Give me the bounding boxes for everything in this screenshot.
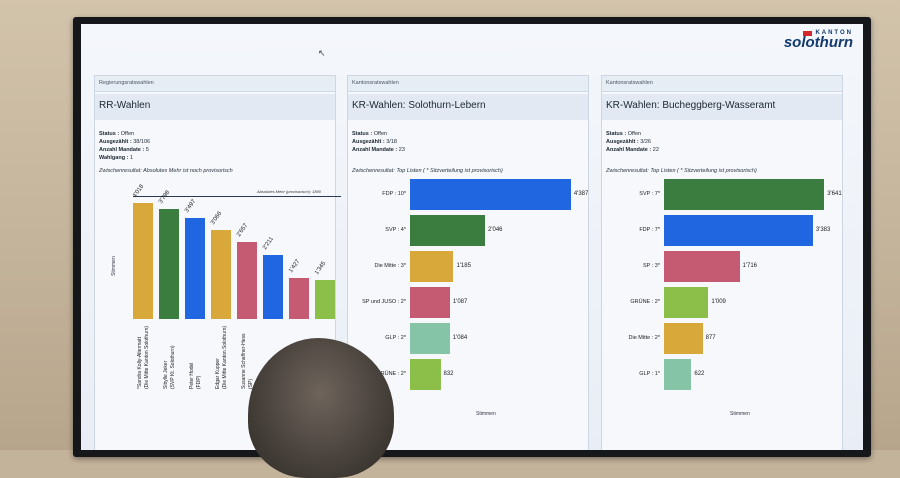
bar-value-label: 2'657: [236, 222, 250, 239]
bar-value-label: 3'383: [815, 226, 831, 233]
bar-category-label: Peter Hodel: [189, 362, 195, 389]
bar-category-label: FDP : 7*: [639, 226, 660, 233]
panel-title: KR-Wahlen: Bucheggberg-Wasseramt: [606, 100, 776, 111]
x-axis-label: Stimmen: [730, 411, 750, 417]
bar-value-label: 1'009: [711, 298, 726, 305]
bar-category-label: GLP : 1*: [639, 370, 660, 377]
bar-value-label: 1'087: [452, 298, 468, 305]
bar-value-label: 1'716: [742, 262, 758, 269]
bar-value-label: 877: [705, 334, 716, 341]
bar-category-sublabel: (SVP Kt. Solothurn): [170, 345, 176, 389]
bar: [133, 202, 153, 319]
bar-value-label: 3'497: [184, 198, 198, 214]
bar-category-label: Die Mitte : 2*: [628, 334, 660, 341]
logo-kanton-text: KANTON: [815, 30, 853, 36]
kanton-logo: KANTON solothurn: [784, 30, 853, 50]
x-axis-label: Stimmen: [476, 411, 496, 417]
bar: [410, 287, 450, 318]
mouse-cursor-icon: ↖: [318, 48, 326, 58]
bar-category-label: *Sandra Kolly-Altermatt: [137, 337, 143, 389]
interim-note: Zwischenresultat: Absolutes Mehr ist noc…: [99, 168, 233, 174]
bar-category-label: GRÜNE : 2*: [630, 298, 660, 305]
bar: [410, 179, 571, 210]
panel-kr-solothurn-lebern: Kantonsratswahlen KR-Wahlen: Solothurn-L…: [347, 75, 589, 450]
bar: [159, 209, 179, 319]
bar-value-label: 1'345: [314, 260, 328, 277]
bar-category-sublabel: (FDP): [196, 375, 202, 389]
bar: [263, 255, 283, 319]
bar: [315, 280, 335, 319]
bar-category-label: Susanne Schaffner-Hess: [241, 333, 247, 390]
panel-title: RR-Wahlen: [99, 100, 151, 111]
panel-supertitle: Kantonsratswahlen: [602, 76, 842, 92]
bar-value-label: 3'066: [210, 211, 224, 227]
bar: [211, 230, 231, 319]
bar: [237, 242, 257, 319]
panel-kr-bucheggberg-wasseramt: Kantonsratswahlen KR-Wahlen: Bucheggberg…: [601, 75, 843, 450]
bar: [664, 179, 825, 210]
interim-note: Zwischenresultat: Top Listen ( * Sitzver…: [606, 168, 757, 174]
bar-category-label: Edgar Kupper: [215, 358, 221, 389]
bar: [664, 215, 813, 246]
bar: [664, 251, 740, 282]
bar: [289, 277, 309, 319]
bar-category-label: GLP : 2*: [385, 334, 406, 341]
bar-value-label: 1'427: [288, 258, 302, 274]
bar-category-label: Sibylle Jeker: [163, 360, 169, 389]
bar-value-label: 3'641: [827, 190, 842, 197]
panel-title: KR-Wahlen: Solothurn-Lebern: [352, 100, 486, 111]
bar-category-label: SVP : 4*: [385, 226, 406, 233]
bar-category-label: SVP : 7*: [639, 190, 660, 197]
bar-value-label: 1'084: [452, 334, 468, 341]
info-block: Status : Offen Ausgezählt : 3/18 Anzahl …: [352, 131, 405, 153]
bar: [664, 287, 709, 318]
info-block: Status : Offen Ausgezählt : 38/106 Anzah…: [99, 131, 151, 161]
bar-value-label: 622: [694, 370, 705, 377]
bar-category-sublabel: (Die Mitte Kanton Solothurn): [222, 325, 228, 389]
bar-category-sublabel: (Die Mitte Kanton Solothurn): [144, 325, 150, 389]
flag-icon: [803, 30, 813, 36]
info-block: Status : Offen Ausgezählt : 3/26 Anzahl …: [606, 131, 659, 153]
bar-value-label: 3'798: [158, 189, 172, 206]
monitor-screen: KANTON solothurn ↖ Regierungsratswahlen …: [81, 24, 863, 450]
bar-category-label: Die Mitte : 3*: [374, 262, 406, 269]
bar: [185, 217, 205, 319]
bar-value-label: 832: [443, 370, 454, 377]
bar-value-label: 4'018: [132, 183, 146, 199]
bar-value-label: 2'046: [488, 226, 503, 233]
bar-value-label: 2'211: [262, 236, 276, 252]
bar: [664, 359, 692, 390]
panel-supertitle: Kantonsratswahlen: [348, 76, 588, 92]
bar-value-label: 1'185: [456, 262, 471, 269]
bar: [410, 323, 450, 354]
logo-name-text: solothurn: [783, 34, 853, 51]
reference-line-label: Absolutes Mehr (provisorisch): 1800: [257, 188, 322, 194]
interim-note: Zwischenresultat: Top Listen ( * Sitzver…: [352, 168, 503, 174]
panel-supertitle: Regierungsratswahlen: [95, 76, 335, 92]
bar: [664, 323, 703, 354]
bar: [410, 251, 454, 282]
bar-value-label: 4'387: [573, 190, 589, 197]
bar-category-label: SP : 3*: [642, 262, 660, 269]
bar: [410, 215, 486, 246]
bar-category-label: FDP : 10*: [382, 190, 406, 197]
bar-category-label: SP und JUSO : 2*: [362, 298, 406, 305]
panel-rr-wahlen: Regierungsratswahlen RR-Wahlen Status : …: [94, 75, 341, 450]
bar: [410, 359, 441, 390]
bar-category-label: GRÜNE : 2*: [376, 370, 406, 377]
y-axis-label: Stimmen: [111, 256, 117, 276]
reference-line: [133, 195, 341, 197]
